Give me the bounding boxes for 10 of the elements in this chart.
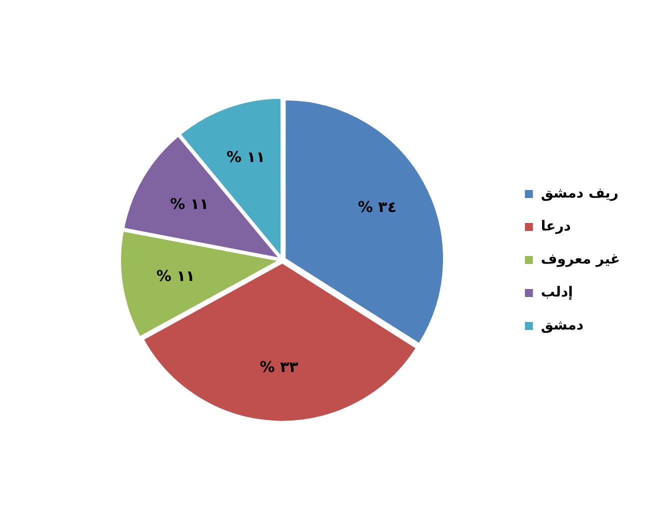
- legend-label: غير معروف: [540, 252, 620, 268]
- data-label: ١١ %: [226, 148, 266, 166]
- legend-label: درعا: [540, 218, 571, 235]
- legend-label: ريف دمشق: [540, 186, 618, 202]
- legend-label: دمشق: [540, 318, 584, 334]
- data-label: ١١ %: [170, 194, 209, 213]
- data-label: ٣٣ %: [260, 358, 298, 376]
- data-label: ٣٤ %: [358, 198, 396, 216]
- legend-label: إدلب: [540, 284, 573, 301]
- data-label: ١١ %: [156, 266, 195, 285]
